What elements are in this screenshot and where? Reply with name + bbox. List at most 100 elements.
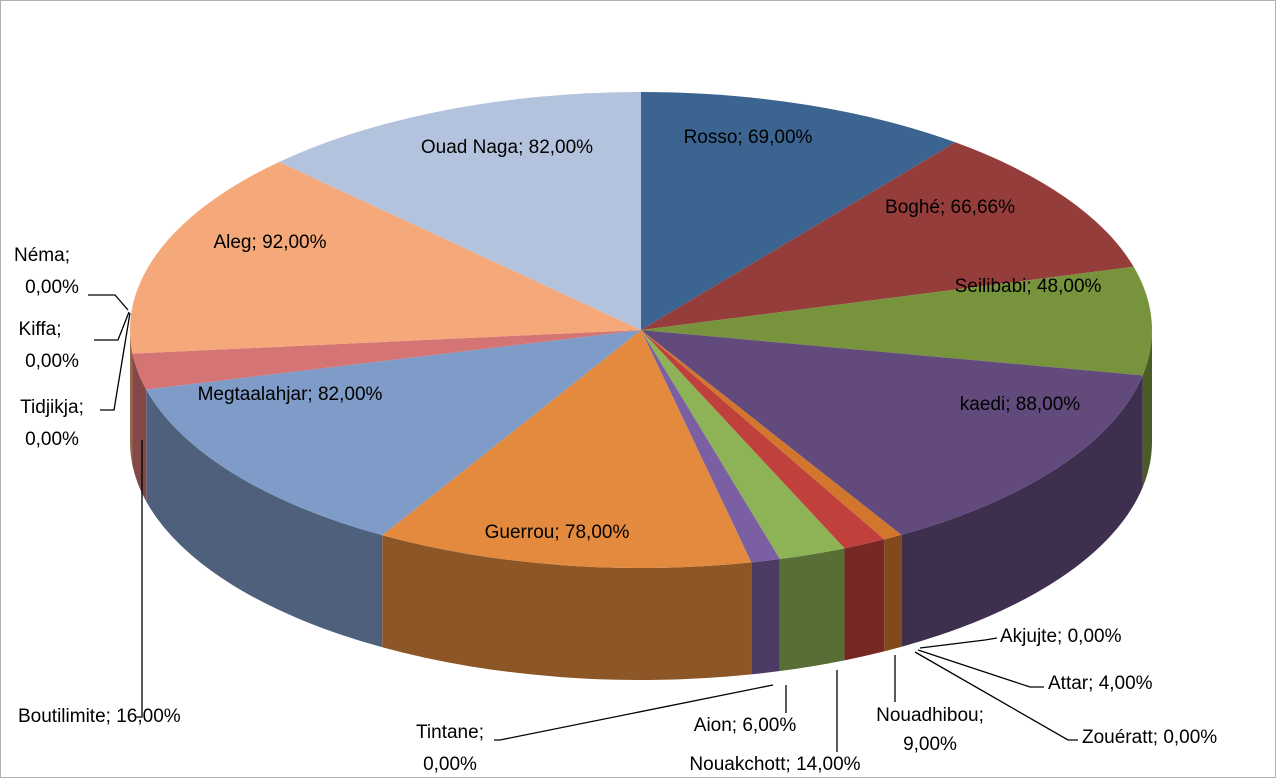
data-label: Megtaalahjar; 82,00%: [198, 384, 383, 405]
pie-side: [884, 534, 902, 652]
label-separator: ;: [1026, 276, 1037, 297]
data-label-value: 0,00%: [25, 429, 79, 450]
label-value: 66,66%: [951, 197, 1016, 218]
label-separator: ;: [79, 397, 84, 418]
data-label-value: 0,00%: [423, 754, 477, 775]
pie-side: [1142, 330, 1152, 488]
pie-side: [779, 548, 845, 672]
label-name: Nouadhibou: [876, 705, 978, 726]
label-separator: ;: [252, 232, 263, 253]
label-name: Kiffa: [19, 319, 57, 340]
pie-side: [132, 353, 147, 502]
pie-slice: [641, 330, 902, 540]
label-name: Boutilimite: [18, 706, 106, 727]
label-name: Attar: [1048, 673, 1089, 694]
label-name: Tidjikja: [20, 397, 79, 418]
pie-sides: [130, 330, 1152, 680]
label-separator: ;: [940, 197, 951, 218]
data-label: Nouakchott; 14,00%: [689, 754, 860, 775]
label-value: 82,00%: [318, 384, 383, 405]
label-name: Seilibabi: [955, 276, 1027, 297]
label-name: Néma: [14, 245, 65, 266]
leader-line: [136, 440, 143, 718]
pie-side: [146, 389, 383, 648]
label-separator: ;: [732, 715, 743, 736]
data-label-value: 0,00%: [25, 277, 79, 298]
pie-side: [382, 535, 752, 680]
label-value: 69,00%: [748, 127, 813, 148]
data-label: Aleg; 92,00%: [213, 232, 326, 253]
label-name: Tintane: [416, 722, 479, 743]
pie-slice: [641, 330, 1143, 535]
label-value: 14,00%: [796, 754, 861, 775]
label-value: 4,00%: [1099, 673, 1153, 694]
pie-slice: [382, 330, 752, 568]
leader-line: [94, 311, 130, 341]
pie-slice: [132, 330, 642, 390]
label-separator: ;: [1005, 394, 1016, 415]
data-label-value: 0,00%: [25, 351, 79, 372]
label-value: 82,00%: [529, 137, 594, 158]
leader-line: [88, 294, 129, 311]
label-name: Zouératt: [1082, 727, 1153, 748]
leader-line: [494, 684, 774, 741]
data-label: Tidjikja;: [20, 397, 84, 418]
pie-slice: [641, 266, 1152, 376]
data-label: Zouératt; 0,00%: [1082, 727, 1217, 748]
pie-side: [751, 559, 780, 675]
pie-slice: [641, 330, 885, 540]
leader-line: [917, 649, 1044, 688]
data-label: Attar; 4,00%: [1048, 673, 1153, 694]
label-separator: ;: [65, 245, 70, 266]
label-value: 0,00%: [1163, 727, 1217, 748]
label-name: Boghé: [885, 197, 940, 218]
pie-slice: [641, 92, 956, 330]
label-name: Ouad Naga: [421, 137, 519, 158]
label-name: Rosso: [684, 127, 738, 148]
label-value: 88,00%: [1016, 394, 1081, 415]
leader-line: [914, 651, 1078, 741]
label-separator: ;: [479, 722, 484, 743]
pie-side: [844, 539, 885, 661]
data-label-value: 9,00%: [903, 734, 957, 755]
data-label: Akjujte; 0,00%: [1000, 626, 1122, 647]
label-separator: ;: [737, 127, 748, 148]
data-label: Seilibabi; 48,00%: [955, 276, 1102, 297]
data-label: Aion; 6,00%: [694, 715, 797, 736]
label-name: Guerrou: [485, 522, 555, 543]
label-value: 6,00%: [742, 715, 796, 736]
pie-slice: [130, 161, 641, 354]
pie-side: [901, 375, 1143, 647]
label-name: Nouakchott: [689, 754, 786, 775]
label-separator: ;: [1153, 727, 1164, 748]
label-separator: ;: [1057, 626, 1068, 647]
label-separator: ;: [979, 705, 984, 726]
data-label: Rosso; 69,00%: [684, 127, 813, 148]
label-name: Megtaalahjar: [198, 384, 309, 405]
label-separator: ;: [56, 319, 61, 340]
pie-slice: [279, 92, 641, 330]
pie-tops: [130, 92, 1152, 568]
leader-line: [919, 637, 998, 649]
label-value: 16,00%: [116, 706, 181, 727]
pie-side: [130, 330, 133, 466]
label-separator: ;: [518, 137, 529, 158]
pie-slice: [641, 330, 780, 563]
label-name: kaedi: [960, 394, 1005, 415]
data-label: Tintane;: [416, 722, 484, 743]
data-labels: Rosso; 69,00% Boghé; 66,66% Seilibabi; 48,…: [14, 127, 1217, 775]
label-separator: ;: [106, 706, 117, 727]
label-separator: ;: [307, 384, 318, 405]
pie-slice: [641, 330, 885, 549]
data-label: Kiffa;: [19, 319, 62, 340]
label-separator: ;: [786, 754, 797, 775]
label-value: 48,00%: [1037, 276, 1102, 297]
data-label: Néma;: [14, 245, 70, 266]
pie-slice: [641, 142, 1134, 330]
label-separator: ;: [554, 522, 565, 543]
label-value: 78,00%: [565, 522, 630, 543]
data-label: Nouadhibou;: [876, 705, 984, 726]
label-name: Aleg: [213, 232, 251, 253]
leader-line: [100, 312, 131, 411]
